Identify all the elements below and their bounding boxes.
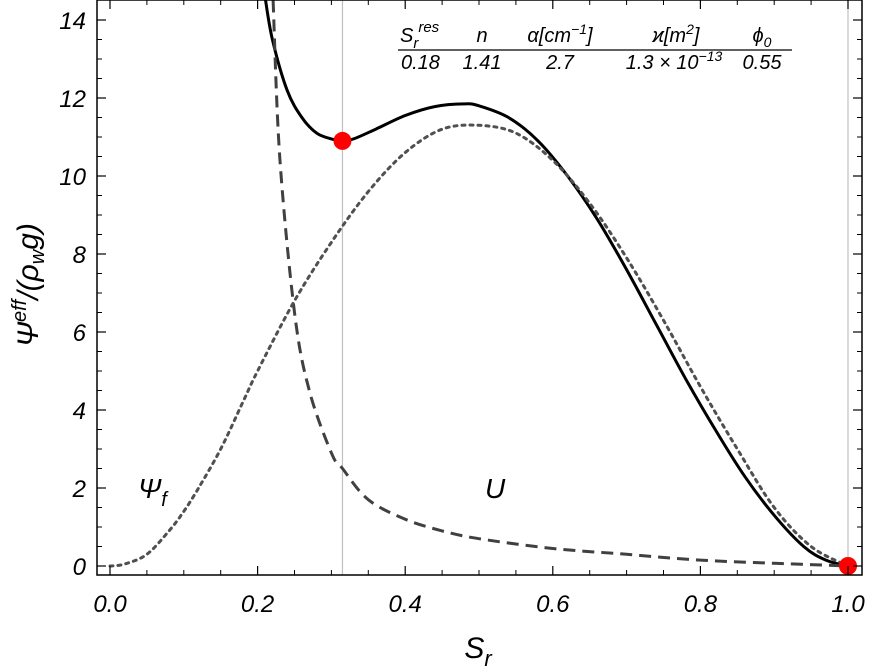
x-tick-label-1: 0.2 [241,591,274,618]
param-header-sres: Srres [400,19,440,52]
param-value-n: 1.41 [463,52,502,74]
y-tick-label-6: 12 [59,86,86,113]
x-tick-label-0: 0.0 [93,591,127,618]
y-tick-label-2: 4 [73,398,86,425]
u-label: U [485,473,506,504]
param-header-chi: ϰ[m2] [652,21,700,47]
param-value-phi0: 0.55 [743,52,783,74]
parameter-table: Srres n α[cm−1] ϰ[m2] ϕ0 0.18 1.41 2.7 1… [398,19,792,74]
x-tick-label-4: 0.8 [684,591,718,618]
plot-frame [96,0,863,576]
psi-f-label: Ψf [138,473,169,511]
axes: 0.0 0.2 0.4 0.6 0.8 1.0 0 2 4 6 8 10 12 14 [59,0,865,618]
marker-point-0 [333,131,352,150]
y-tick-label-3: 6 [73,320,87,347]
param-header-alpha: α[cm−1] [527,21,593,47]
param-header-phi0: ϕ0 [753,25,772,50]
series-solid-line [264,0,849,568]
markers [333,131,857,575]
param-value-sres: 0.18 [401,52,440,74]
curves [108,0,850,568]
series-dotted-line [108,123,850,568]
y-tick-label-5: 10 [59,164,86,191]
param-value-chi: 1.3 × 10−13 [626,48,723,74]
reference-lines [341,0,849,575]
x-tick-label-3: 0.6 [536,591,570,618]
series-dashed-line [271,0,849,568]
y-tick-label-4: 8 [73,242,87,269]
x-tick-label-2: 0.4 [389,591,422,618]
y-axis-title: Ψeff/(ρwg) [9,223,49,347]
x-axis-title: Sr [464,632,493,667]
param-header-n: n [476,25,487,47]
y-tick-label-1: 2 [72,476,86,503]
y-tick-label-7: 14 [59,8,86,35]
x-tick-label-5: 1.0 [831,591,865,618]
param-value-alpha: 2.7 [545,52,575,74]
y-tick-label-0: 0 [73,554,87,581]
